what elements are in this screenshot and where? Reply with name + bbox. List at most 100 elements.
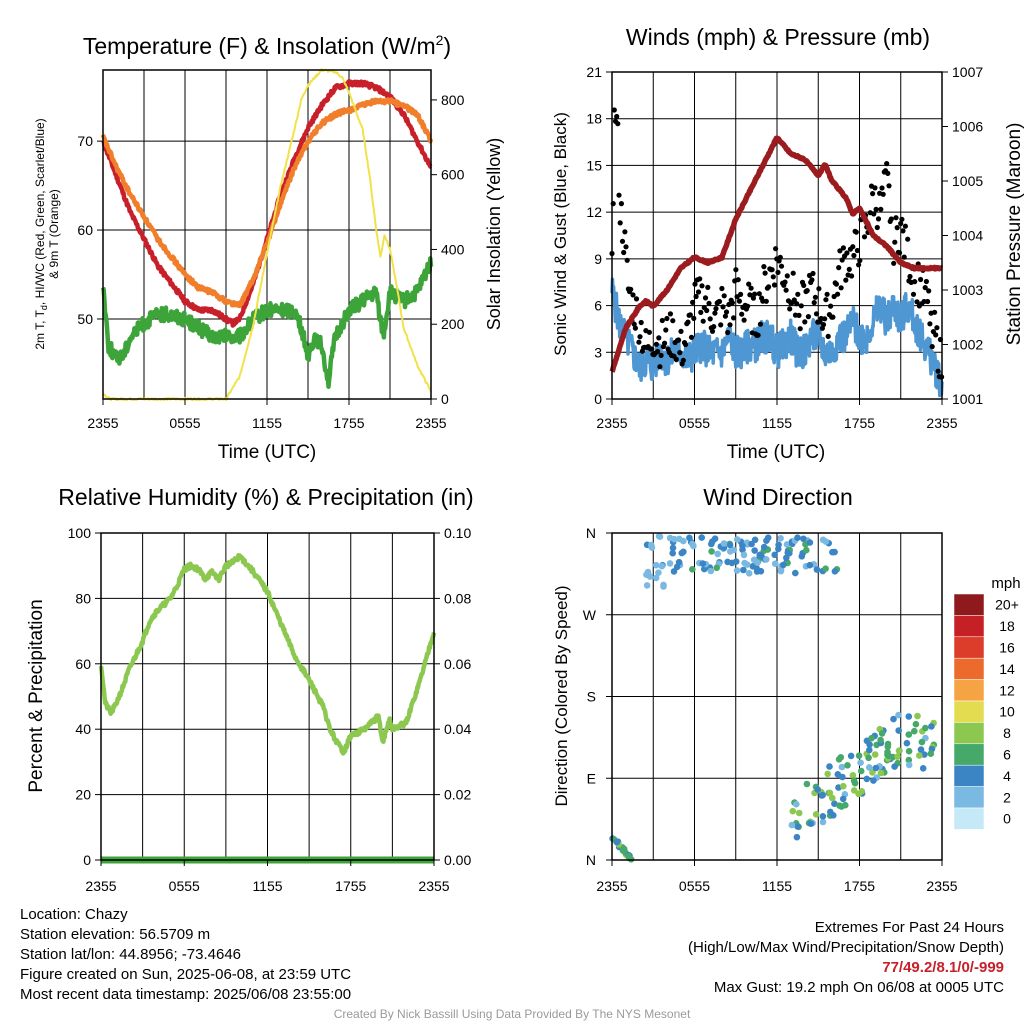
legend-label: 16	[999, 640, 1015, 656]
gust-point	[837, 248, 843, 254]
gust-point	[741, 317, 747, 323]
y2-tick-label: 1005	[952, 173, 983, 189]
gust-point	[723, 309, 730, 315]
wind-direction-point	[903, 739, 911, 747]
wind-direction-point	[775, 541, 782, 549]
gust-point	[670, 318, 676, 324]
gust-point	[716, 298, 723, 305]
gust-point	[633, 296, 640, 302]
wind-direction-point	[822, 565, 829, 572]
gust-point	[870, 191, 876, 197]
y2-tick-label: 1006	[952, 119, 983, 135]
x-tick-label: 2355	[596, 878, 627, 894]
gust-point	[932, 309, 938, 315]
wind-direction-point	[652, 574, 660, 582]
gust-point	[795, 291, 801, 297]
gust-point	[784, 273, 790, 279]
wind-direction-point	[643, 582, 651, 589]
gust-point	[811, 300, 817, 306]
x-tick-label: 0555	[169, 878, 200, 894]
gust-point	[683, 341, 689, 348]
wind-direction-point	[824, 770, 831, 778]
gust-point	[849, 273, 855, 279]
wind-direction-point	[866, 764, 873, 771]
gust-point	[678, 328, 684, 334]
wind-direction-point	[813, 566, 821, 573]
x-tick-label: 2355	[926, 878, 957, 894]
wind-direction-point	[927, 750, 935, 757]
y-tick-label: N	[586, 525, 596, 541]
gust-point	[791, 297, 797, 303]
gust-point	[810, 270, 816, 277]
wind-direction-point	[751, 547, 758, 554]
wind-direction-point	[836, 802, 843, 809]
wind-direction-point	[857, 759, 864, 766]
y-tick-label: 12	[586, 204, 602, 220]
wind-direction-point	[905, 747, 913, 755]
gust-point	[782, 279, 788, 285]
gust-point	[929, 344, 935, 350]
gust-point	[802, 319, 808, 325]
gust-point	[925, 298, 931, 305]
temperature-ylabel-right: Solar Insolation (Yellow)	[484, 138, 504, 330]
wind-direction-point	[734, 536, 741, 543]
y-tick-label: E	[587, 770, 596, 786]
gust-point	[621, 249, 627, 256]
gust-point	[844, 250, 850, 256]
gust-point	[702, 295, 709, 301]
gust-point	[646, 329, 653, 335]
gust-point	[630, 292, 636, 298]
wind-direction-point	[890, 715, 897, 723]
wind-direction-point	[780, 561, 787, 569]
gust-point	[704, 307, 710, 314]
wind-direction-point	[919, 765, 927, 772]
gust-point	[798, 303, 804, 309]
gust-point	[611, 107, 617, 113]
gust-point	[801, 282, 807, 288]
legend-swatch	[953, 615, 985, 638]
gust-point	[628, 286, 634, 292]
wind-direction-point	[850, 777, 858, 785]
gust-point	[846, 266, 852, 272]
gust-point	[699, 283, 705, 289]
wind-direction-point	[724, 558, 731, 566]
x-tick-label: 1155	[252, 415, 282, 431]
direction-series	[609, 532, 938, 863]
wind-direction-point	[794, 534, 801, 541]
wind-direction-point	[699, 560, 707, 567]
x-tick-label: 1755	[335, 878, 366, 894]
station-location: Location: Chazy	[20, 906, 128, 923]
wind-direction-point	[877, 736, 884, 744]
wind-direction-point	[803, 546, 810, 554]
wind-direction-point	[857, 767, 865, 775]
gust-point	[770, 274, 776, 280]
wind-direction-point	[689, 566, 696, 573]
gust-point	[790, 270, 796, 276]
wind-direction-point	[827, 808, 834, 816]
wind-direction-point	[680, 537, 687, 545]
wind-direction-point	[871, 751, 879, 758]
y-tick-label: 20	[75, 787, 91, 803]
y-tick-label: 21	[586, 64, 602, 80]
gust-point	[850, 244, 856, 250]
x-tick-label: 1755	[844, 878, 875, 894]
gust-point	[918, 276, 924, 283]
y-tick-label: 80	[75, 590, 91, 606]
wind-direction-point	[905, 756, 913, 764]
gust-point	[700, 318, 706, 324]
wind-direction-point	[658, 562, 666, 570]
gust-point	[655, 348, 661, 355]
gust-point	[839, 257, 845, 263]
legend-swatch	[953, 722, 985, 745]
wind-direction-point	[678, 549, 686, 557]
wind-direction-point	[839, 773, 846, 781]
gust-point	[874, 224, 880, 231]
gust-point	[747, 292, 753, 298]
gust-point	[653, 341, 660, 347]
wind-direction-point	[720, 540, 728, 547]
gust-point	[851, 252, 857, 259]
gust-point	[713, 306, 719, 312]
wind-direction-point	[826, 763, 833, 770]
winds-ylabel-right: Station Pressure (Maroon)	[1004, 123, 1024, 346]
wind-direction-point	[671, 535, 678, 543]
